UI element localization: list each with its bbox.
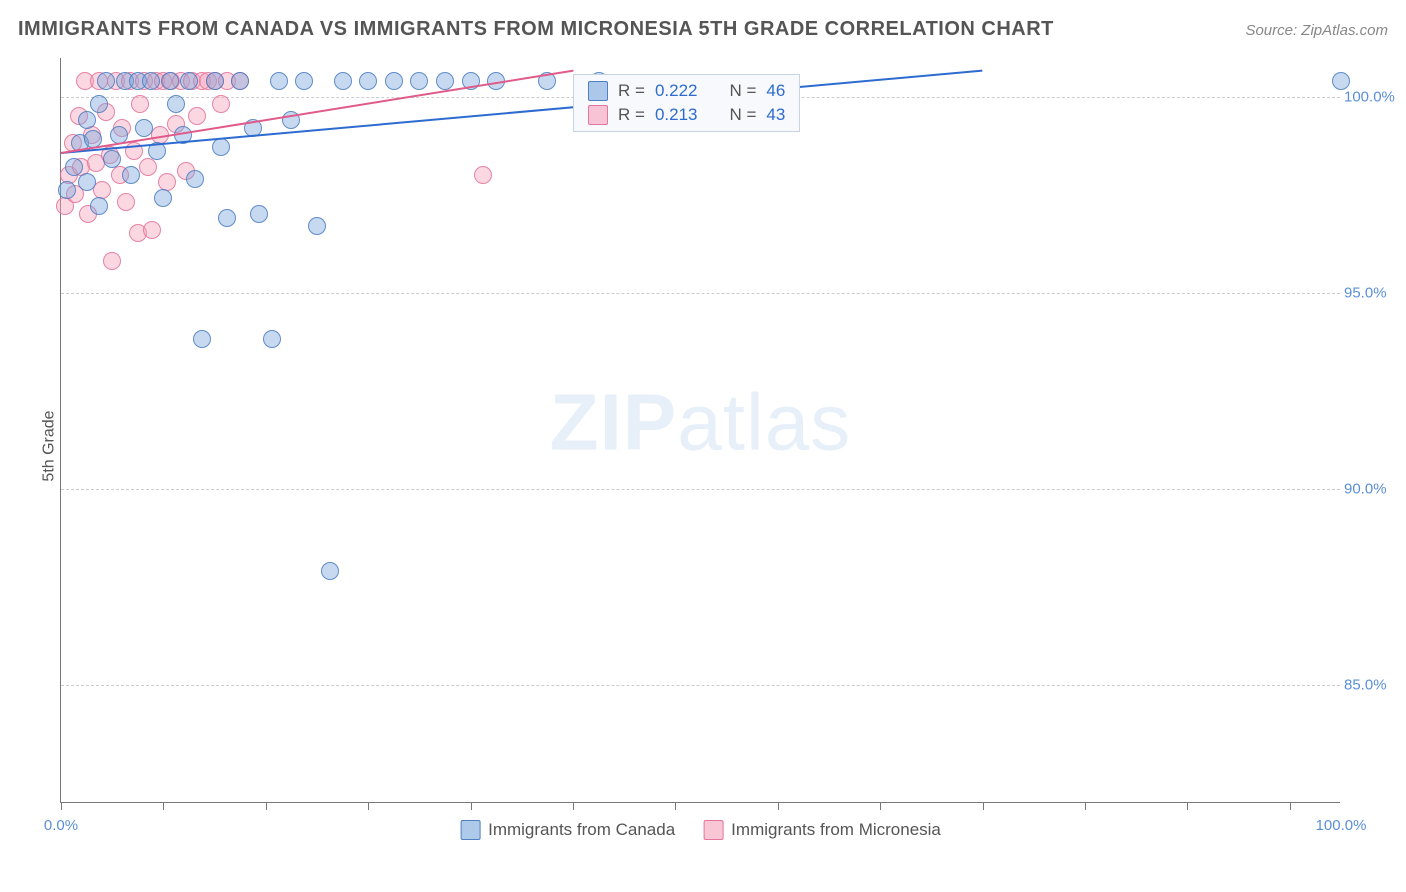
data-point xyxy=(167,95,185,113)
legend-swatch xyxy=(588,81,608,101)
data-point xyxy=(143,221,161,239)
series-legend: Immigrants from Canada Immigrants from Mi… xyxy=(460,820,941,840)
legend-swatch xyxy=(460,820,480,840)
r-label: R = xyxy=(618,81,645,101)
correlation-chart: ZIPatlas 85.0%90.0%95.0%100.0%0.0%100.0%… xyxy=(60,58,1340,803)
data-point xyxy=(321,562,339,580)
gridline xyxy=(61,489,1340,490)
x-tick xyxy=(368,802,369,810)
x-tick xyxy=(1085,802,1086,810)
y-axis-label: 5th Grade xyxy=(41,410,59,481)
data-point xyxy=(308,217,326,235)
x-tick xyxy=(266,802,267,810)
n-value: 46 xyxy=(766,81,785,101)
x-tick xyxy=(573,802,574,810)
data-point xyxy=(385,72,403,90)
stats-legend: R = 0.222 N = 46 R = 0.213 N = 43 xyxy=(573,74,800,132)
data-point xyxy=(103,150,121,168)
data-point xyxy=(58,181,76,199)
data-point xyxy=(1332,72,1350,90)
x-tick xyxy=(983,802,984,810)
data-point xyxy=(78,111,96,129)
data-point xyxy=(410,72,428,90)
data-point xyxy=(474,166,492,184)
data-point xyxy=(154,189,172,207)
series-legend-label: Immigrants from Micronesia xyxy=(731,820,941,840)
x-tick xyxy=(1187,802,1188,810)
x-tick xyxy=(163,802,164,810)
data-point xyxy=(295,72,313,90)
x-tick xyxy=(471,802,472,810)
data-point xyxy=(97,72,115,90)
data-point xyxy=(188,107,206,125)
data-point xyxy=(263,330,281,348)
r-value: 0.213 xyxy=(655,105,698,125)
series-legend-item: Immigrants from Canada xyxy=(460,820,675,840)
data-point xyxy=(212,138,230,156)
series-legend-label: Immigrants from Canada xyxy=(488,820,675,840)
n-label: N = xyxy=(729,81,756,101)
data-point xyxy=(161,72,179,90)
y-tick-label: 95.0% xyxy=(1344,285,1400,302)
data-point xyxy=(180,72,198,90)
data-point xyxy=(139,158,157,176)
y-tick-label: 100.0% xyxy=(1344,89,1400,106)
data-point xyxy=(90,95,108,113)
data-point xyxy=(90,197,108,215)
data-point xyxy=(103,252,121,270)
source-attribution: Source: ZipAtlas.com xyxy=(1245,22,1388,39)
x-tick xyxy=(1290,802,1291,810)
r-value: 0.222 xyxy=(655,81,698,101)
page-title: IMMIGRANTS FROM CANADA VS IMMIGRANTS FRO… xyxy=(18,18,1054,41)
x-tick xyxy=(880,802,881,810)
y-tick-label: 90.0% xyxy=(1344,481,1400,498)
data-point xyxy=(359,72,377,90)
data-point xyxy=(142,72,160,90)
data-point xyxy=(135,119,153,137)
data-point xyxy=(270,72,288,90)
data-point xyxy=(206,72,224,90)
watermark: ZIPatlas xyxy=(550,377,851,469)
n-label: N = xyxy=(729,105,756,125)
stats-legend-row: R = 0.222 N = 46 xyxy=(574,79,799,103)
data-point xyxy=(65,158,83,176)
x-tick-label: 0.0% xyxy=(44,817,78,834)
data-point xyxy=(218,209,236,227)
x-tick-label: 100.0% xyxy=(1316,817,1367,834)
y-tick-label: 85.0% xyxy=(1344,677,1400,694)
x-tick xyxy=(778,802,779,810)
data-point xyxy=(117,193,135,211)
n-value: 43 xyxy=(766,105,785,125)
data-point xyxy=(186,170,204,188)
legend-swatch xyxy=(703,820,723,840)
data-point xyxy=(212,95,230,113)
gridline xyxy=(61,685,1340,686)
data-point xyxy=(122,166,140,184)
data-point xyxy=(231,72,249,90)
x-tick xyxy=(61,802,62,810)
x-tick xyxy=(675,802,676,810)
gridline xyxy=(61,293,1340,294)
stats-legend-row: R = 0.213 N = 43 xyxy=(574,103,799,127)
data-point xyxy=(334,72,352,90)
data-point xyxy=(131,95,149,113)
data-point xyxy=(193,330,211,348)
data-point xyxy=(250,205,268,223)
r-label: R = xyxy=(618,105,645,125)
legend-swatch xyxy=(588,105,608,125)
data-point xyxy=(78,173,96,191)
series-legend-item: Immigrants from Micronesia xyxy=(703,820,941,840)
data-point xyxy=(436,72,454,90)
